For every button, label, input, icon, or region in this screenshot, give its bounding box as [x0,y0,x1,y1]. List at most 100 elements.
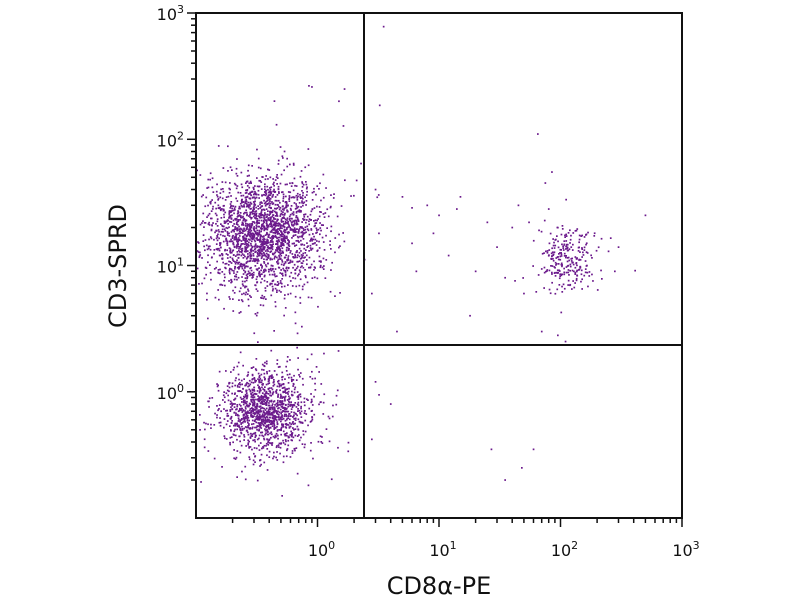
data-point-cd3-cd8- [284,426,287,428]
data-point-cd3-cd8- [240,216,242,219]
data-point-cd3-cd8- [551,247,553,250]
data-point-cd3-cd8- [261,244,264,246]
data-point-cd3-cd8- [263,248,266,250]
data-point-cd3-cd8- [290,393,293,396]
data-point-cd3-cd8- [234,218,236,220]
data-point-cd3-cd8- [554,244,557,247]
data-point-cd3-cd8- [252,366,255,368]
data-point-cd3-cd8- [215,229,217,232]
data-point-cd3-cd8- [276,373,278,376]
data-point-cd3-cd8- [231,207,233,210]
data-point-cd3-cd8- [274,199,277,202]
data-point-cd3-cd8- [230,429,232,432]
data-point-cd3-cd8- [263,296,266,298]
data-point-cd3-cd8- [277,199,280,202]
data-point-cd3-cd8- [229,203,232,205]
data-point-cd3-cd8- [294,322,297,325]
data-point-cd3-cd8- [253,404,256,407]
data-point-cd3-cd8- [295,240,298,242]
data-point-cd3-cd8- [242,263,244,266]
data-point-cd3-cd8- [277,236,280,239]
data-point-cd3-cd8- [284,183,287,186]
data-point-cd3-cd8- [282,238,285,240]
data-point-cd3-cd8- [218,254,221,257]
data-point-cd3-cd8- [250,266,252,269]
data-point-cd3-cd8- [237,212,239,214]
data-point-cd3-cd8- [251,237,253,240]
data-point-cd3-cd8- [263,275,266,278]
data-point-cd3-cd8- [268,273,271,276]
data-point-sparse [396,330,398,333]
data-point-cd3-cd8- [260,240,263,243]
data-point-cd3-cd8- [221,208,223,210]
data-point-cd3-cd8- [217,229,220,231]
data-point-cd3-cd8- [311,239,313,242]
data-point-cd3-cd8- [276,222,279,225]
data-point-cd3-cd8- [275,208,278,210]
data-point-cd3-cd8- [286,388,288,390]
data-point-cd3-cd8- [270,244,273,246]
data-point-cd3-cd8- [237,261,240,264]
data-point-cd3-cd8- [245,390,248,393]
data-point-cd3-cd8- [232,369,235,371]
data-point-cd3-cd8- [303,244,306,246]
data-point-cd3-cd8- [270,269,273,272]
data-point-cd3-cd8- [279,280,282,282]
data-point-cd3-cd8- [306,242,308,244]
data-point-cd3-cd8- [249,383,252,386]
data-point-cd3-cd8- [309,247,312,249]
data-point-cd3-cd8- [262,411,265,414]
data-point-cd3-cd8- [256,252,259,254]
data-point-cd3-cd8- [221,284,224,286]
data-point-cd3-cd8- [255,408,257,411]
data-point-cd3-cd8- [267,424,270,426]
data-point-cd3-cd8- [260,373,263,376]
data-point-cd3-cd8- [249,180,252,183]
data-point-cd3-cd8- [223,391,225,393]
data-point-cd3-cd8- [265,175,267,177]
data-point-cd3-cd8- [290,423,293,425]
data-point-cd3-cd8- [242,201,245,203]
data-point-cd3-cd8- [287,223,290,225]
data-point-cd3-cd8- [229,256,232,259]
data-point-cd3-cd8- [250,242,252,245]
data-point-cd3-cd8- [306,215,309,218]
data-point-cd3-cd8- [260,263,262,266]
data-point-cd3-cd8- [522,277,524,279]
data-point-cd3-cd8- [267,250,269,252]
data-point-sparse [411,242,413,245]
data-point-cd3-cd8- [266,225,268,227]
data-point-cd3-cd8- [257,215,260,217]
data-point-cd3-cd8- [255,398,257,401]
data-point-cd3-cd8- [244,410,246,412]
data-point-cd3-cd8- [264,264,267,266]
data-point-cd3-cd8- [257,254,260,257]
data-point-cd3-cd8- [272,279,275,282]
data-point-cd3-cd8- [302,260,305,262]
data-point-cd3-cd8- [238,268,240,270]
data-point-cd3-cd8- [238,249,240,252]
data-point-cd3-cd8- [244,200,247,203]
data-point-cd3-cd8- [275,402,278,405]
data-point-cd3-cd8- [269,423,272,426]
data-point-cd3-cd8- [247,253,249,255]
data-point-cd3-cd8- [338,233,340,236]
data-point-cd3-cd8- [203,277,206,280]
data-point-cd3-cd8- [299,235,301,238]
data-point-cd3-cd8- [242,264,245,267]
data-point-cd3-cd8- [310,263,313,266]
data-point-cd3-cd8- [224,284,226,287]
data-point-cd3-cd8- [554,261,557,264]
data-point-cd3-cd8- [288,198,290,200]
data-point-cd3-cd8- [232,403,235,405]
data-point-cd3-cd8- [545,250,547,253]
data-point-cd3-cd8- [329,290,332,293]
data-point-cd3-cd8- [272,227,275,230]
data-point-cd3-cd8- [308,256,311,259]
data-point-cd3-cd8- [249,234,251,237]
data-point-cd3-cd8- [272,234,274,237]
data-point-cd3-cd8- [298,241,300,243]
data-point-cd3-cd8- [226,244,229,246]
data-point-cd3-cd8- [254,185,256,187]
data-point-cd3-cd8- [245,209,247,212]
